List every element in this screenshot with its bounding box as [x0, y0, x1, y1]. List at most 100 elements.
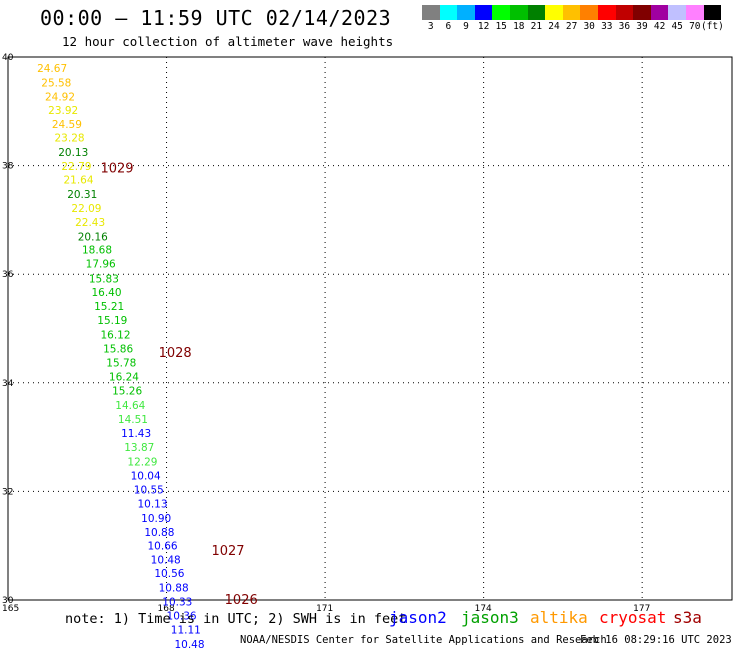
colorbar-swatch: [703, 5, 722, 20]
latitude-tick-label: 36: [2, 270, 14, 280]
wave-height-label: 15.78: [106, 358, 136, 370]
wave-height-label: 10.66: [148, 541, 178, 553]
colorbar-label: 24: [548, 21, 560, 32]
colorbar-swatch: [545, 5, 563, 20]
latitude-tick-label: 38: [2, 162, 14, 172]
wave-height-label: 14.51: [118, 414, 148, 426]
wave-height-label: 10.88: [159, 582, 189, 594]
pressure-label: 1029: [100, 161, 133, 176]
colorbar-swatch: [457, 5, 475, 20]
latitude-tick-label: 30: [2, 596, 14, 606]
wave-height-label: 17.96: [86, 259, 116, 271]
longitude-tick-label: 165: [2, 604, 19, 614]
colorbar-label: 39: [636, 21, 648, 32]
colorbar-label: 12: [477, 21, 490, 32]
wave-height-label: 16.24: [109, 372, 139, 384]
wave-height-label: 22.09: [71, 203, 101, 215]
map-title: 00:00 – 11:59 UTC 02/14/2023: [40, 6, 392, 30]
wave-height-label: 24.59: [52, 119, 82, 131]
pressure-label: 1026: [225, 593, 258, 608]
wave-height-label: 20.16: [78, 232, 108, 244]
wave-height-label: 15.26: [112, 386, 142, 398]
wave-height-label: 24.67: [37, 63, 67, 75]
colorbar-label: 6: [445, 21, 452, 32]
credit-text: NOAA/NESDIS Center for Satellite Applica…: [240, 634, 607, 646]
latitude-tick-label: 34: [2, 379, 14, 389]
wave-height-label: 11.43: [121, 428, 151, 440]
colorbar-swatch: [422, 5, 440, 20]
colorbar-label: 21: [530, 21, 543, 32]
colorbar-label: 33: [601, 21, 613, 32]
colorbar-swatch: [685, 5, 704, 20]
colorbar-label: 70: [689, 21, 701, 32]
colorbar-swatch: [527, 5, 546, 20]
legend-s3a: s3a: [673, 608, 702, 627]
wave-height-label: 20.13: [58, 147, 88, 159]
colorbar-swatch: [492, 5, 510, 20]
wave-height-label: 10.55: [134, 485, 164, 497]
wave-height-label: 23.28: [55, 133, 85, 145]
colorbar-swatch: [474, 5, 493, 20]
generated-timestamp: Feb 16 08:29:16 UTC 2023: [580, 634, 732, 646]
wave-height-label: 22.43: [75, 217, 105, 229]
wave-height-label: 14.64: [115, 400, 145, 412]
colorbar-label: 36: [618, 21, 631, 32]
wave-height-label: 10.36: [167, 611, 197, 623]
wave-height-label: 10.48: [151, 555, 181, 567]
wave-height-label: 21.64: [63, 175, 93, 187]
legend-jason2: jason2: [389, 608, 447, 627]
colorbar-swatch: [633, 5, 651, 20]
pressure-label: 1028: [159, 346, 192, 361]
longitude-tick-label: 174: [475, 604, 492, 614]
legend-cryosat: cryosat: [599, 608, 667, 627]
latitude-tick-label: 32: [2, 487, 13, 497]
wave-height-label: 25.58: [41, 77, 71, 89]
wave-height-label: 16.12: [100, 329, 130, 341]
wave-height-label: 24.92: [45, 91, 75, 103]
wave-height-label: 20.31: [67, 189, 97, 201]
wave-height-label: 15.21: [94, 301, 124, 313]
wave-height-label: 16.40: [91, 287, 121, 299]
wave-height-label: 22.79: [61, 161, 91, 173]
wave-height-label: 10.33: [162, 596, 192, 608]
colorbar-label: 18: [513, 21, 525, 32]
map-frame: [7, 56, 733, 601]
longitude-tick-label: 168: [158, 604, 175, 614]
wave-height-label: 23.92: [48, 105, 78, 117]
wave-height-label: 13.87: [124, 442, 154, 454]
wave-height-label: 15.86: [103, 343, 133, 355]
wave-height-label: 15.83: [89, 273, 119, 285]
latitude-tick-label: 40: [2, 53, 14, 63]
longitude-tick-label: 171: [316, 604, 333, 614]
wave-height-label: 10.13: [137, 499, 167, 511]
colorbar-swatch: [439, 5, 458, 20]
wave-height-label: 10.56: [154, 568, 184, 580]
colorbar-swatch: [562, 5, 581, 20]
footer-note: note: 1) Time is in UTC; 2) SWH is in fe…: [65, 611, 407, 627]
wave-height-label: 10.88: [144, 527, 174, 539]
colorbar-swatch: [580, 5, 598, 20]
pressure-label: 1027: [211, 544, 244, 559]
colorbar-label: 27: [565, 21, 578, 32]
map-subtitle: 12 hour collection of altimeter wave hei…: [62, 34, 394, 49]
wave-height-label: 12.29: [127, 456, 157, 468]
colorbar-label: 9: [463, 21, 469, 32]
wave-height-label: 11.11: [171, 625, 201, 637]
wave-height-label: 10.48: [174, 639, 204, 650]
colorbar-swatch: [668, 5, 686, 20]
wave-height-label: 15.19: [97, 315, 127, 327]
colorbar-label: 42: [653, 21, 666, 32]
colorbar-swatch: [597, 5, 616, 20]
colorbar-label: (ft): [700, 21, 724, 32]
wave-height-label: 10.04: [131, 470, 161, 482]
wave-height-colorbar: [422, 5, 722, 21]
colorbar-swatch: [615, 5, 634, 20]
wave-height-label: 18.68: [82, 245, 112, 257]
colorbar-swatch: [650, 5, 669, 20]
legend-altika: altika: [530, 608, 588, 627]
colorbar-label: 45: [671, 21, 683, 32]
colorbar-label: 15: [495, 21, 507, 32]
legend-jason3: jason3: [461, 608, 519, 627]
wave-height-label: 10.90: [141, 513, 171, 525]
